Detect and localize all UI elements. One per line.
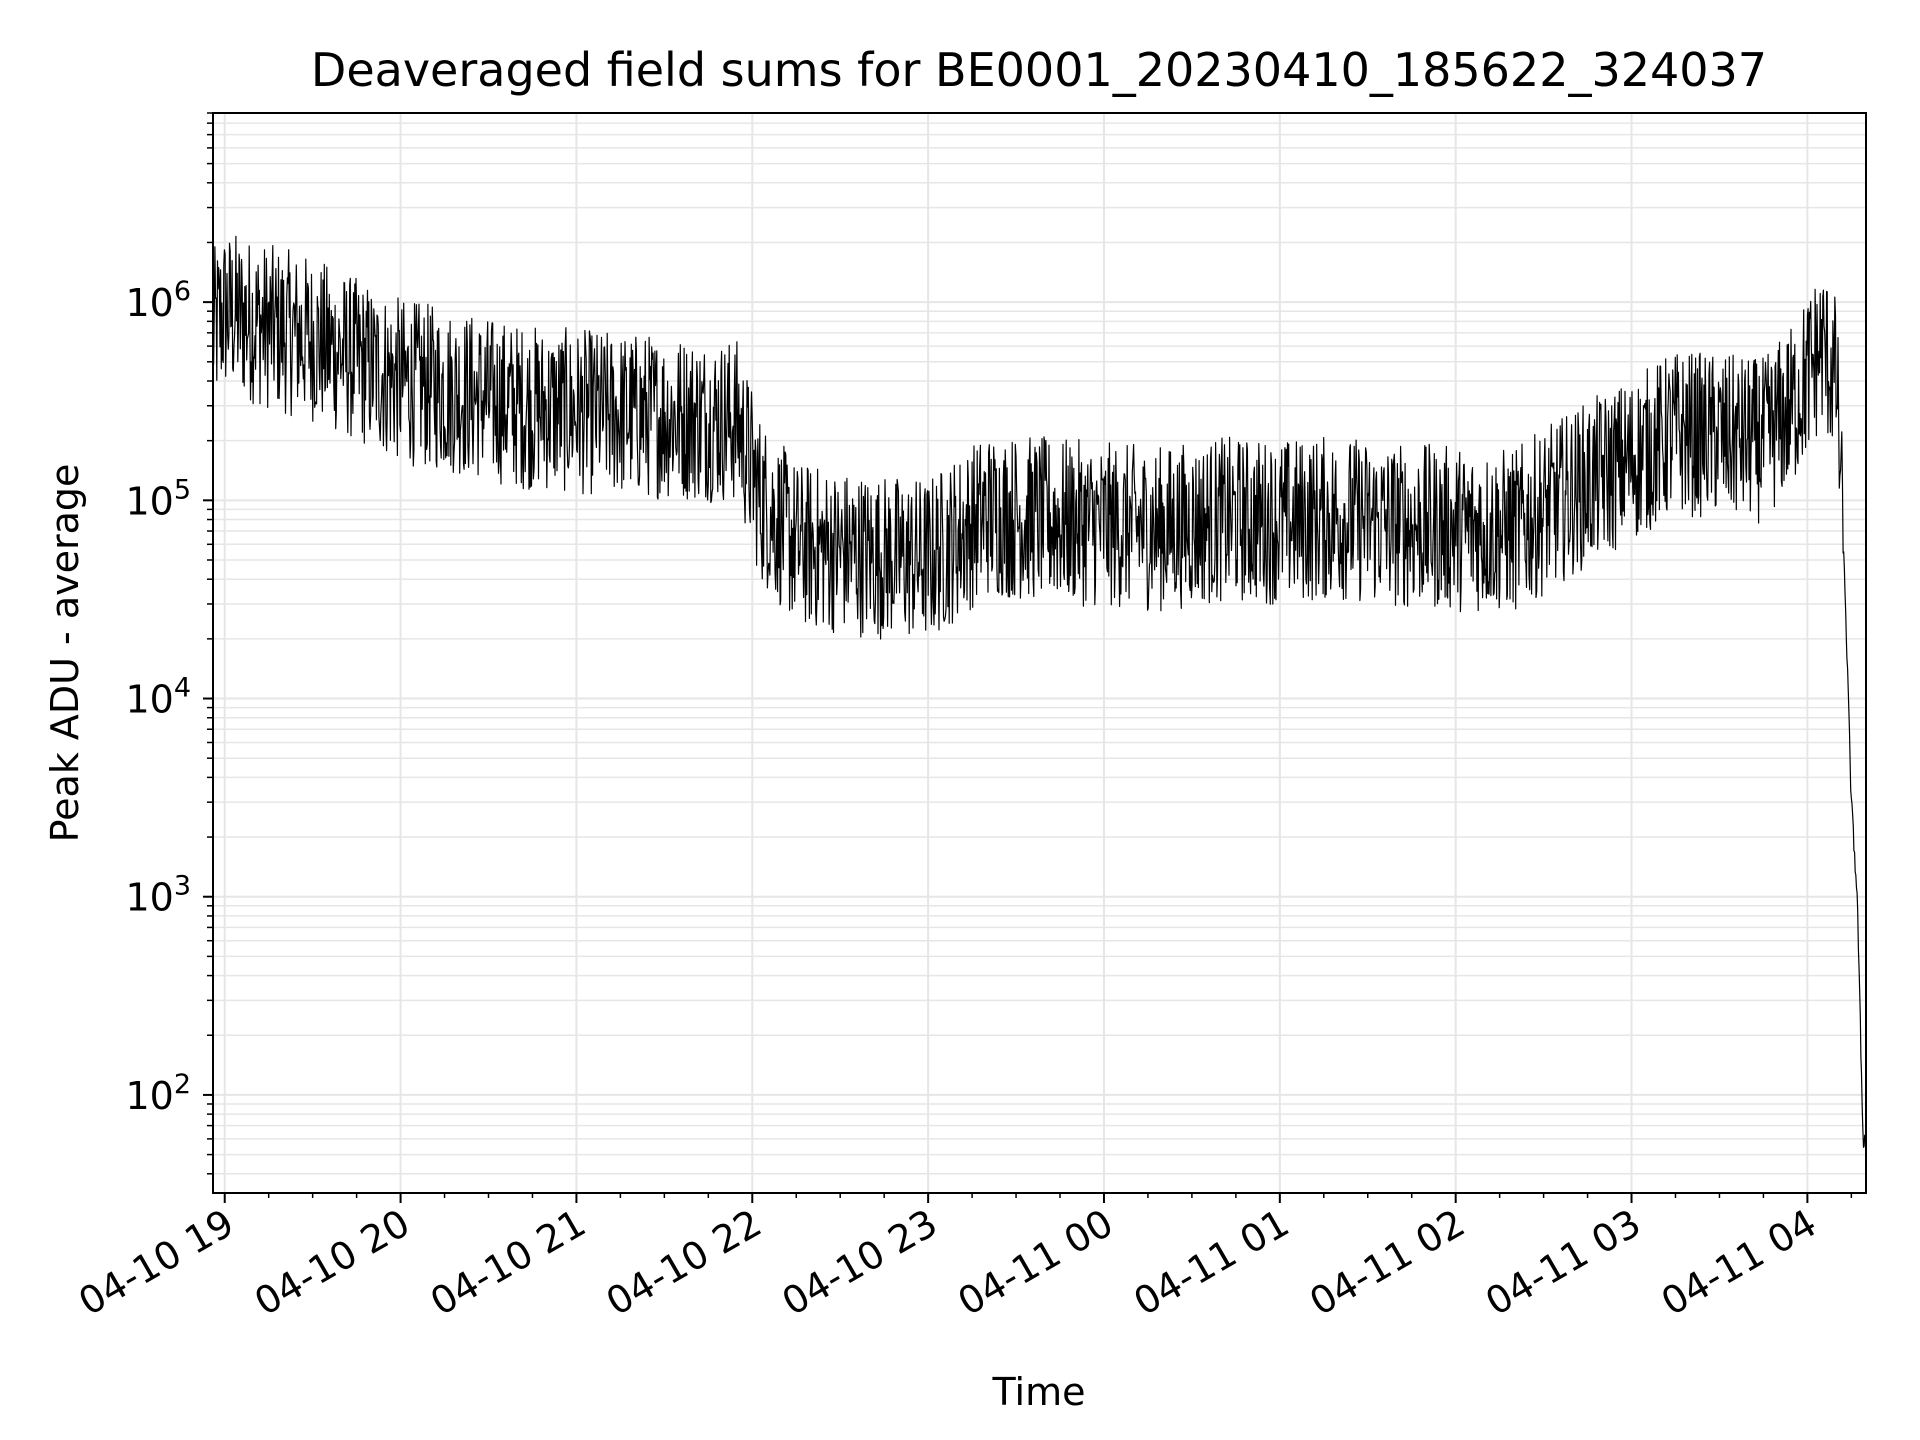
y-tick-label: 102 [125,1069,191,1118]
y-axis-label: Peak ADU - average [43,464,87,843]
y-tick-label: 103 [125,871,191,920]
y-tick-label: 106 [125,276,191,325]
series-line [212,235,1867,1148]
x-axis-label: Time [992,1370,1086,1414]
y-tick-label: 105 [125,474,191,523]
y-tick-label: 104 [125,673,191,722]
y-axis: 102 103 104 105 106 [125,112,213,1175]
plot-frame [212,112,1867,1194]
chart-title: Deaveraged field sums for BE0001_2023041… [311,43,1767,97]
grid [213,112,1866,1193]
series [212,235,1867,1148]
